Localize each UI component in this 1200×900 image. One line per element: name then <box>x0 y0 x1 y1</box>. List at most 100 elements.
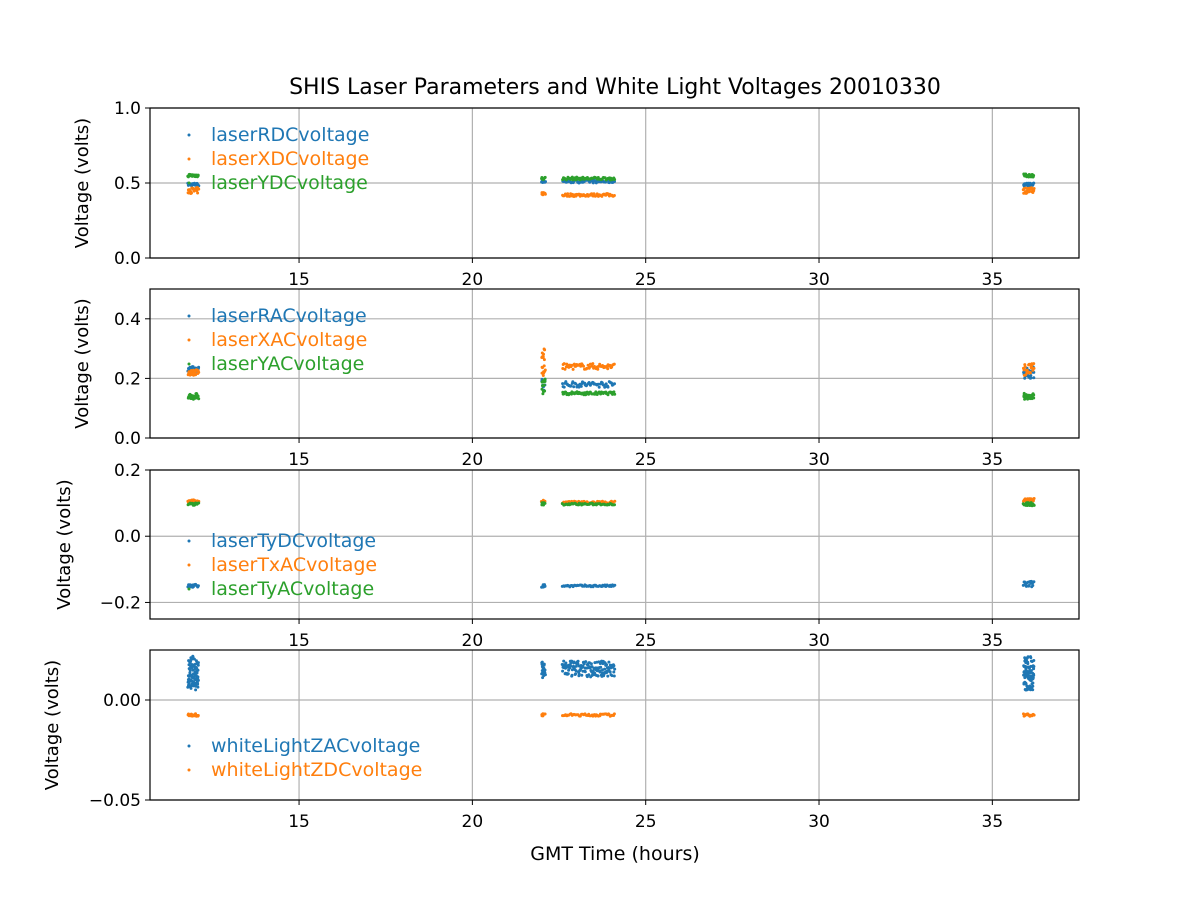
x-tick-label: 35 <box>982 270 1004 290</box>
data-point <box>544 180 547 184</box>
data-point <box>194 684 198 688</box>
data-point <box>1029 371 1032 375</box>
data-point <box>196 661 200 665</box>
legend-marker <box>187 338 191 342</box>
x-tick-label: 30 <box>808 270 830 290</box>
axes-background <box>150 470 1079 619</box>
x-tick-label: 15 <box>288 812 310 832</box>
legend-label: laserXACvoltage <box>211 329 367 351</box>
legend-label: laserTyACvoltage <box>211 578 374 600</box>
data-point <box>596 382 600 386</box>
data-point <box>605 663 609 667</box>
data-point <box>582 364 585 368</box>
data-point <box>1032 393 1036 397</box>
data-point <box>543 668 547 672</box>
y-tick-label: −0.05 <box>89 791 141 811</box>
x-tick-label: 15 <box>288 270 310 290</box>
series-laserTyACvoltage <box>186 501 1036 508</box>
data-point <box>589 662 593 666</box>
x-tick-label: 35 <box>982 812 1004 832</box>
legend: laserRDCvoltagelaserXDCvoltagelaserYDCvo… <box>187 124 369 194</box>
data-point <box>1032 713 1036 717</box>
data-point <box>190 191 193 195</box>
data-point <box>1024 584 1028 588</box>
data-point <box>569 664 573 668</box>
data-point <box>604 382 608 386</box>
data-point <box>1032 362 1036 366</box>
legend-marker <box>187 157 191 161</box>
data-point <box>574 382 578 386</box>
legend-label: laserTxACvoltage <box>211 554 377 576</box>
data-point <box>607 660 611 664</box>
x-tick-label: 35 <box>982 631 1004 651</box>
data-point <box>1029 374 1033 377</box>
data-point <box>541 374 545 377</box>
data-point <box>543 192 547 196</box>
data-point <box>543 175 547 179</box>
legend-label: laserYACvoltage <box>211 353 364 375</box>
data-point <box>570 673 574 677</box>
data-point <box>541 355 545 359</box>
data-point <box>541 392 545 396</box>
data-point <box>543 584 547 588</box>
data-point <box>542 662 546 666</box>
y-tick-label: 0.0 <box>114 429 141 449</box>
data-point <box>594 181 598 185</box>
data-point <box>1032 497 1036 500</box>
chart-title: SHIS Laser Parameters and White Light Vo… <box>289 75 941 100</box>
data-point <box>196 584 200 588</box>
data-point <box>591 181 595 185</box>
data-point <box>596 674 600 678</box>
data-point <box>612 390 616 394</box>
data-point <box>196 663 200 667</box>
data-point <box>543 673 547 677</box>
subplot-2: 15 20 25 30 35 0.0 0.2 0.4 Voltage (volts) laserR… <box>72 288 1080 470</box>
data-point <box>192 657 196 661</box>
x-tick-label: 30 <box>808 631 830 651</box>
data-point <box>599 665 603 669</box>
y-axis-label: Voltage (volts) <box>54 479 75 609</box>
data-point <box>613 667 617 671</box>
x-tick-label: 30 <box>808 450 830 470</box>
data-point <box>194 373 198 377</box>
data-point <box>196 191 200 195</box>
y-axis-label: Voltage (volts) <box>72 298 93 428</box>
x-tick-label: 25 <box>635 631 657 651</box>
data-point <box>189 686 193 690</box>
data-point <box>613 392 617 396</box>
data-point <box>194 688 198 692</box>
x-tick-label: 20 <box>462 812 484 832</box>
data-point <box>197 370 201 374</box>
data-point <box>1032 659 1036 662</box>
data-point <box>1031 681 1035 685</box>
data-point <box>566 672 570 676</box>
data-point <box>1032 187 1036 190</box>
y-tick-label: −0.2 <box>100 593 141 613</box>
data-point <box>583 670 587 674</box>
x-tick-label: 35 <box>982 450 1004 470</box>
data-point <box>542 383 546 387</box>
data-point <box>1032 665 1036 668</box>
legend-label: whiteLightZDCvoltage <box>211 759 422 781</box>
data-point <box>1031 584 1035 587</box>
legend-marker <box>187 539 191 543</box>
data-point <box>197 365 201 369</box>
data-point <box>561 669 565 673</box>
legend-label: whiteLightZACvoltage <box>211 735 420 757</box>
data-point <box>593 392 597 396</box>
legend-label: laserRACvoltage <box>211 305 367 327</box>
y-tick-label: 0.0 <box>114 249 141 269</box>
data-point <box>569 384 573 388</box>
data-point <box>1024 186 1028 190</box>
axes-frame <box>149 649 1080 801</box>
data-point <box>197 501 201 505</box>
data-point <box>577 385 581 389</box>
data-point <box>612 194 616 197</box>
legend-label: laserRDCvoltage <box>211 124 369 146</box>
data-point <box>543 377 547 381</box>
x-tick-label: 15 <box>288 450 310 470</box>
data-point <box>1027 584 1031 587</box>
data-point <box>543 389 547 393</box>
y-tick-label: 0.2 <box>114 369 141 389</box>
data-point <box>596 367 600 371</box>
